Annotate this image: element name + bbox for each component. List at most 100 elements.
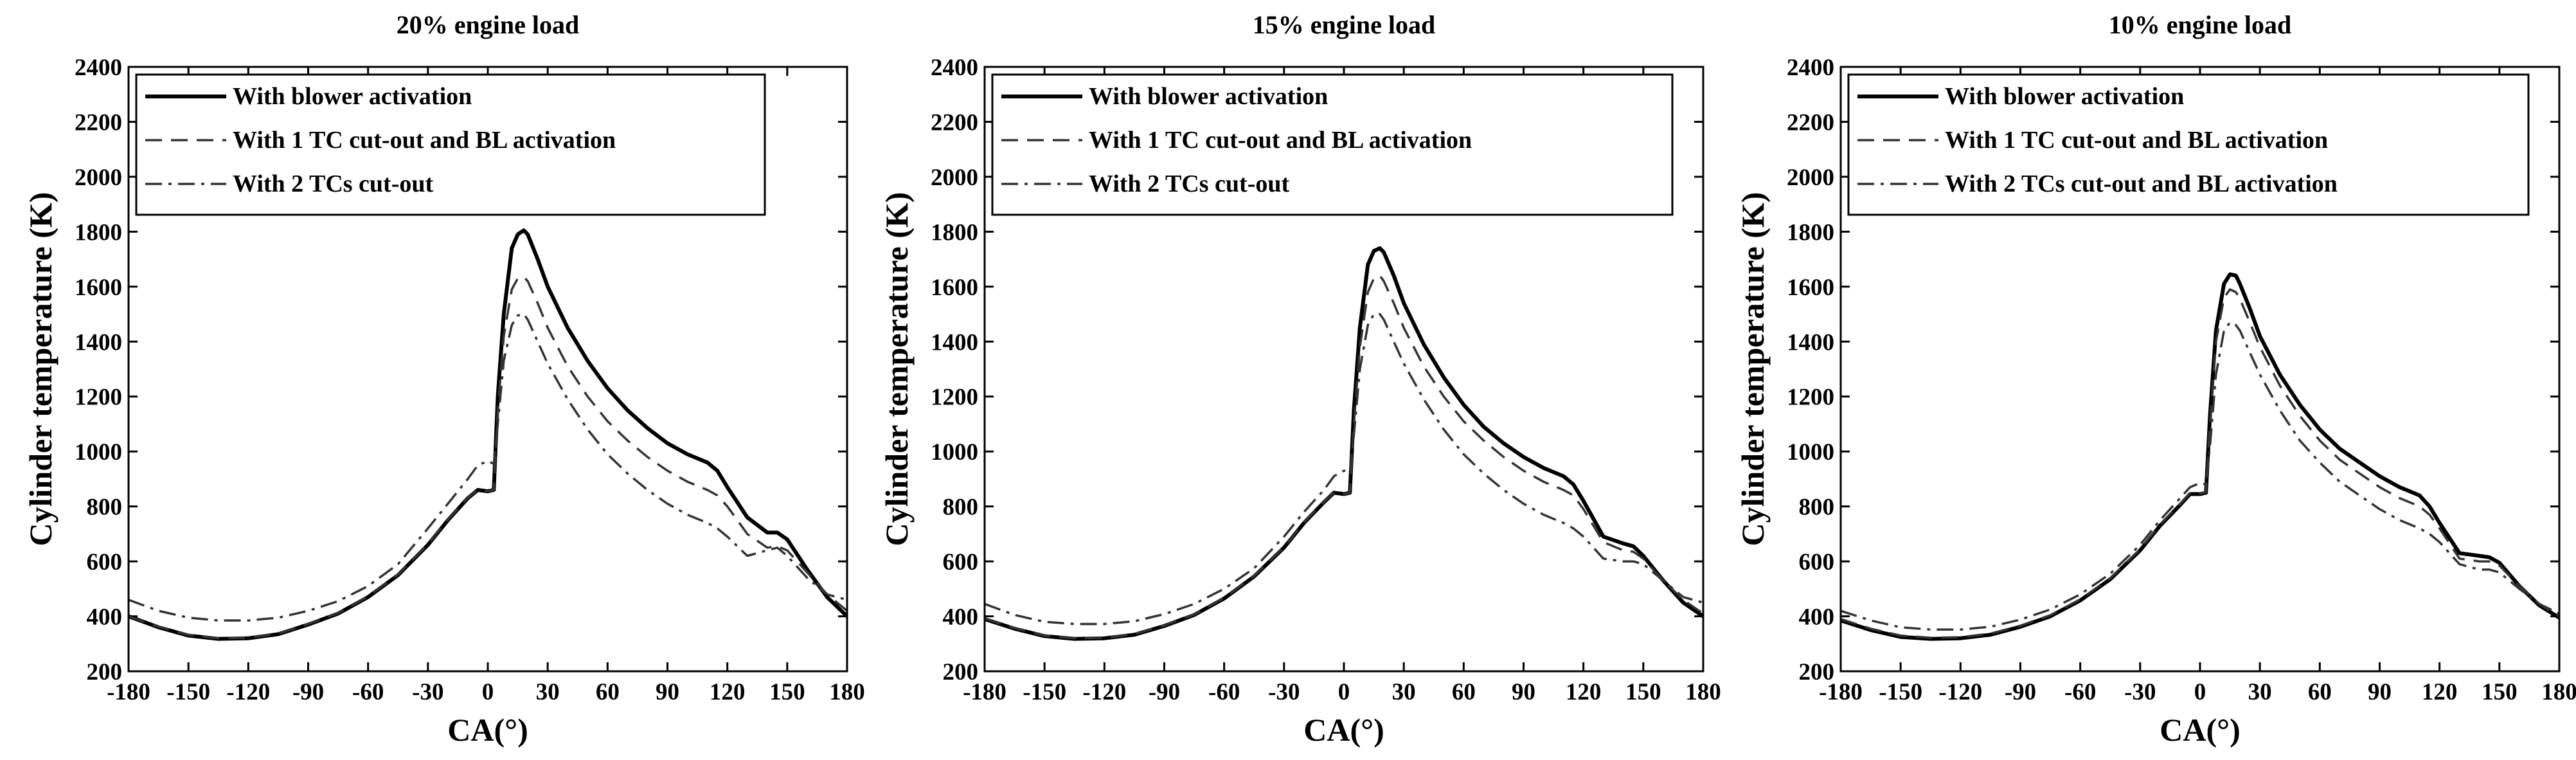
y-tick-label: 200 [87,659,123,685]
legend-entry-3: With 2 TCs cut-out [233,170,433,197]
y-tick-label: 1000 [1787,439,1834,466]
legend: With blower activation With 1 TC cut-out … [991,73,1674,216]
chart-title: 20% engine load [397,10,579,39]
y-tick-label: 200 [1799,659,1835,685]
x-tick-label: 60 [596,679,620,705]
series-line-3 [985,312,1703,626]
y-tick-label: 2000 [931,165,978,191]
y-tick-label: 400 [1799,604,1835,631]
y-tick-label: 1800 [75,219,122,246]
x-tick-label: -180 [1819,679,1863,705]
y-tick-label: 1800 [931,219,978,246]
x-tick-label: -60 [1208,679,1240,705]
y-tick-label: 1000 [75,439,122,466]
y-tick-label: 400 [943,604,979,631]
series-line-2 [985,274,1703,640]
y-tick-label: 400 [87,604,123,631]
x-tick-label: 180 [829,679,865,705]
chart-panel-1: 20% engine load2004006008001000120014001… [22,10,865,748]
y-tick-label: 1600 [1787,275,1834,301]
legend-entry-1: With blower activation [1089,83,1328,110]
x-tick-label: 30 [536,679,560,705]
y-tick-label: 2200 [931,109,978,136]
x-tick-label: -60 [352,679,384,705]
y-axis-label: Cylinder temperature (K) [22,192,58,547]
x-axis-label: CA(°) [2160,712,2241,748]
legend: With blower activation With 1 TC cut-out … [1847,73,2530,216]
y-tick-label: 1800 [1787,219,1834,246]
x-tick-label: 30 [2248,679,2272,705]
x-tick-label: -150 [166,679,210,705]
x-tick-label: 30 [1392,679,1416,705]
x-tick-label: 120 [710,679,746,705]
y-tick-label: 200 [943,659,979,685]
y-tick-label: 1200 [75,385,122,411]
y-tick-label: 1600 [75,275,122,301]
y-tick-label: 2200 [75,109,122,136]
y-tick-label: 1400 [931,329,978,356]
x-tick-label: -30 [412,679,443,705]
x-tick-label: 180 [1685,679,1721,705]
x-tick-label: 0 [1338,679,1350,705]
x-tick-label: -30 [1268,679,1300,705]
legend-box [1847,73,2530,216]
plot-frame [127,66,848,673]
legend: With blower activation With 1 TC cut-out … [135,73,766,216]
series-line-2 [1841,288,2559,639]
series-line-2 [129,276,847,640]
y-tick-label: 2000 [75,165,122,191]
legend-box [135,73,766,216]
x-tick-label: -150 [1879,679,1922,705]
y-tick-label: 600 [87,549,123,575]
series-line-3 [1841,321,2559,631]
y-tick-label: 1200 [1787,385,1834,411]
y-tick-label: 2200 [1787,109,1834,136]
y-tick-label: 600 [943,549,979,575]
y-tick-label: 1000 [931,439,978,466]
y-tick-label: 2400 [1787,55,1834,81]
y-tick-label: 2400 [75,55,122,81]
x-tick-label: 180 [2541,679,2576,705]
series-line-1 [985,246,1703,641]
y-tick-label: 1600 [931,275,978,301]
x-tick-label: -90 [1149,679,1180,705]
x-tick-label: 150 [2482,679,2518,705]
y-tick-label: 800 [1799,494,1835,521]
x-tick-label: 60 [1452,679,1476,705]
legend-entry-3: With 2 TCs cut-out [1089,170,1289,197]
chart-panel-2: 15% engine load2004006008001000120014001… [879,10,1721,748]
x-tick-label: 150 [1625,679,1661,705]
legend-entry-1: With blower activation [233,83,472,110]
y-axis-label: Cylinder temperature (K) [1735,192,1771,547]
x-tick-label: 0 [482,679,494,705]
chart-panel-3: 10% engine load2004006008001000120014001… [1735,10,2576,748]
y-tick-label: 2400 [931,55,978,81]
x-tick-label: 0 [2194,679,2206,705]
x-tick-label: -180 [107,679,150,705]
legend-entry-2: With 1 TC cut-out and BL activation [233,127,616,154]
x-tick-label: -150 [1023,679,1066,705]
y-tick-label: 800 [943,494,979,521]
series-line-1 [129,228,847,641]
plot-frame [983,66,1704,673]
chart-title: 10% engine load [2109,10,2291,39]
y-tick-label: 1400 [1787,329,1834,356]
plot-frame [1839,66,2561,673]
x-tick-label: 120 [2422,679,2458,705]
series-line-1 [1841,272,2559,641]
chart-title: 15% engine load [1253,10,1435,39]
legend-entry-2: With 1 TC cut-out and BL activation [1089,127,1472,154]
y-axis-label: Cylinder temperature (K) [879,192,915,547]
x-axis-label: CA(°) [447,712,528,748]
y-tick-label: 1200 [931,385,978,411]
x-tick-label: 90 [2368,679,2392,705]
y-tick-label: 600 [1799,549,1835,575]
y-tick-label: 1400 [75,329,122,356]
x-tick-label: 150 [769,679,805,705]
y-tick-label: 800 [87,494,123,521]
legend-entry-2: With 1 TC cut-out and BL activation [1945,127,2328,154]
x-tick-label: -30 [2124,679,2156,705]
x-tick-label: -60 [2064,679,2096,705]
x-tick-label: -180 [963,679,1006,705]
